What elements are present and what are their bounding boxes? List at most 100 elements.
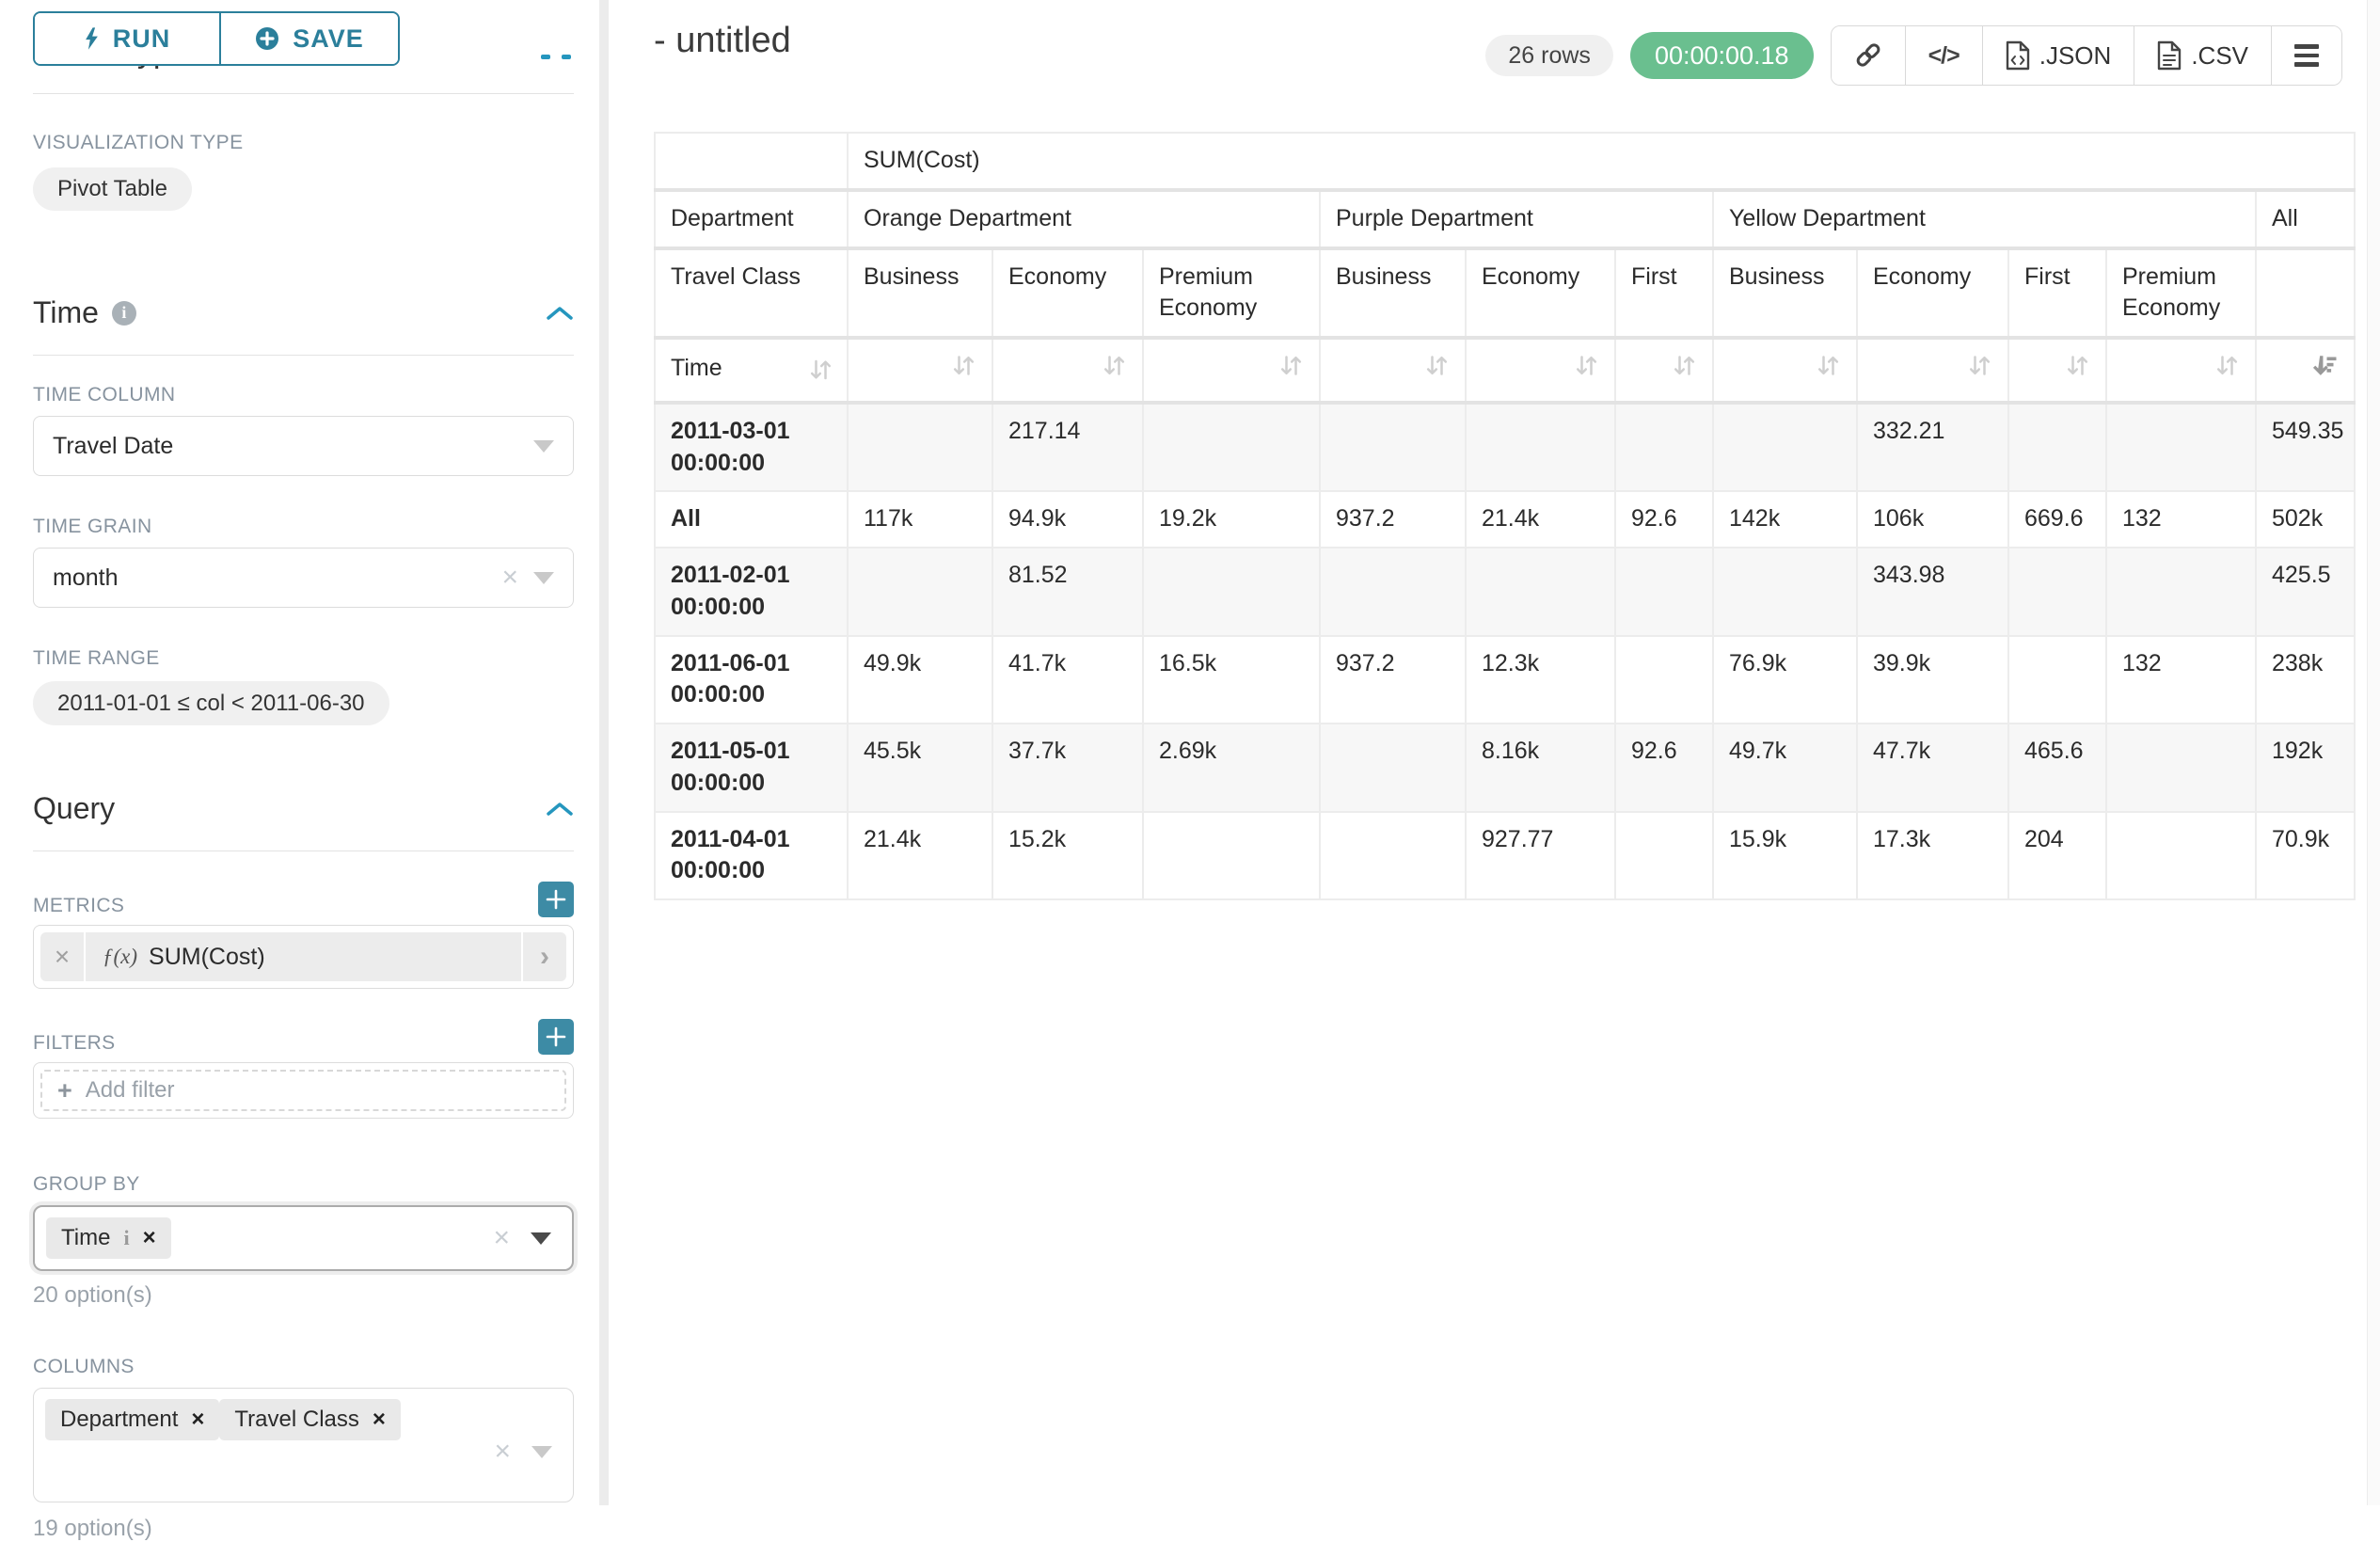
row-label: All	[655, 491, 848, 548]
caret-down-icon[interactable]	[531, 1232, 551, 1245]
row-label: 2011-05-01 00:00:00	[655, 723, 848, 812]
pivot-value-cell: 15.2k	[992, 812, 1143, 900]
sort-toggle-icon	[1574, 353, 1599, 378]
columns-select[interactable]: Department × Travel Class × ×	[33, 1388, 574, 1502]
caret-down-icon	[533, 572, 554, 584]
lightning-bolt-icon	[84, 26, 100, 51]
row-label-text: 2011-06-01 00:00:00	[671, 648, 821, 712]
viz-type-label: VISUALIZATION TYPE	[33, 132, 574, 154]
panel-resize-divider[interactable]	[599, 0, 609, 1505]
page-scrollbar[interactable]	[2367, 0, 2380, 1505]
tag-label: Department	[60, 1407, 178, 1433]
pivot-value-cell: 669.6	[2008, 491, 2106, 548]
pivot-value-cell: 16.5k	[1143, 636, 1320, 724]
sort-toggle-icon	[951, 353, 976, 378]
group-by-options-hint: 20 option(s)	[33, 1282, 574, 1309]
pivot-value-cell	[2008, 403, 2106, 492]
column-sort-header[interactable]	[1143, 338, 1320, 403]
info-icon: i	[123, 1226, 129, 1250]
pivot-value-cell: 12.3k	[1466, 636, 1615, 724]
export-json-button[interactable]: .JSON	[1983, 26, 2135, 85]
pivot-value-cell: 937.2	[1320, 636, 1466, 724]
tag-label: Time	[61, 1225, 110, 1251]
remove-tag-icon[interactable]: ×	[191, 1407, 204, 1433]
pivot-value-cell: 425.5	[2256, 548, 2355, 636]
pivot-value-cell	[2106, 548, 2256, 636]
save-button[interactable]: SAVE	[221, 13, 398, 64]
column-dimension-label: Department	[655, 190, 848, 248]
row-label-text: 2011-04-01 00:00:00	[671, 824, 821, 888]
tag-label: Travel Class	[234, 1407, 358, 1433]
pivot-value-cell: 49.9k	[848, 636, 992, 724]
travel-class-header: Business	[848, 248, 992, 339]
column-sort-header[interactable]	[1320, 338, 1466, 403]
clear-x-icon[interactable]: ×	[501, 564, 518, 592]
row-label-text: 2011-03-01 00:00:00	[671, 416, 821, 480]
row-label: 2011-03-01 00:00:00	[655, 403, 848, 492]
link-icon	[1854, 41, 1882, 70]
remove-tag-icon[interactable]: ×	[373, 1407, 386, 1433]
clear-x-icon[interactable]: ×	[494, 1438, 511, 1466]
time-row-header[interactable]: Time	[655, 338, 848, 403]
pivot-value-cell	[2106, 403, 2256, 492]
time-section-title: Time	[33, 295, 99, 330]
plus-icon: +	[57, 1076, 72, 1105]
export-csv-button[interactable]: .CSV	[2134, 26, 2272, 85]
clear-x-icon[interactable]: ×	[493, 1224, 510, 1252]
pivot-value-cell: 41.7k	[992, 636, 1143, 724]
selected-option-tag[interactable]: Travel Class ×	[219, 1399, 400, 1440]
chevron-right-icon[interactable]: ›	[521, 932, 566, 981]
pivot-value-cell	[1320, 723, 1466, 812]
chart-title[interactable]: - untitled	[654, 21, 791, 61]
pivot-value-cell: 106k	[1857, 491, 2008, 548]
pivot-value-cell	[1143, 548, 1320, 636]
caret-down-icon[interactable]	[532, 1446, 552, 1458]
column-sort-header[interactable]	[2008, 338, 2106, 403]
pivot-value-cell	[2106, 723, 2256, 812]
metric-pill[interactable]: × ƒ(x) SUM(Cost) ›	[40, 932, 566, 981]
department-group-header: All	[2256, 190, 2355, 248]
chevron-up-icon[interactable]	[546, 801, 574, 818]
add-filter-plus-button[interactable]	[538, 1019, 574, 1055]
code-icon: </>	[1928, 42, 1960, 70]
chevron-up-icon[interactable]	[546, 305, 574, 322]
csv-file-icon	[2157, 40, 2182, 71]
run-button-label: RUN	[113, 24, 171, 54]
column-sort-header[interactable]	[2106, 338, 2256, 403]
pivot-data-row: 2011-03-01 00:00:00217.14332.21549.35	[655, 403, 2355, 492]
remove-metric-icon[interactable]: ×	[40, 932, 86, 981]
row-label: 2011-04-01 00:00:00	[655, 812, 848, 900]
add-metric-button[interactable]	[538, 882, 574, 917]
row-label-text: 2011-05-01 00:00:00	[671, 736, 821, 800]
pivot-value-cell	[2008, 636, 2106, 724]
selected-option-tag[interactable]: Department ×	[45, 1399, 219, 1440]
view-query-button[interactable]: </>	[1906, 26, 1983, 85]
pivot-value-cell	[1466, 548, 1615, 636]
column-sort-header[interactable]	[1713, 338, 1857, 403]
add-filter-button[interactable]: + Add filter	[40, 1070, 566, 1111]
time-column-select[interactable]: Travel Date	[33, 416, 574, 476]
remove-tag-icon[interactable]: ×	[143, 1225, 156, 1251]
pivot-value-cell	[2106, 812, 2256, 900]
run-button[interactable]: RUN	[35, 13, 221, 64]
share-link-button[interactable]	[1832, 26, 1906, 85]
pivot-value-cell	[1615, 548, 1713, 636]
column-sort-header[interactable]	[848, 338, 992, 403]
pivot-value-cell: 47.7k	[1857, 723, 2008, 812]
pivot-value-cell	[848, 548, 992, 636]
pivot-value-cell: 549.35	[2256, 403, 2355, 492]
column-sort-header[interactable]	[1466, 338, 1615, 403]
pivot-value-cell: 204	[2008, 812, 2106, 900]
menu-button[interactable]	[2272, 26, 2341, 85]
column-sort-header[interactable]	[992, 338, 1143, 403]
selected-option-tag[interactable]: Timei ×	[46, 1217, 171, 1259]
column-sort-header[interactable]	[1857, 338, 2008, 403]
pivot-value-cell	[1320, 812, 1466, 900]
time-range-pill[interactable]: 2011-01-01 ≤ col < 2011-06-30	[33, 681, 389, 725]
group-by-select[interactable]: Timei × ×	[33, 1205, 574, 1271]
column-sort-header[interactable]	[1615, 338, 1713, 403]
column-sort-header[interactable]	[2256, 338, 2355, 403]
export-button-group: </> .JSON .CSV	[1831, 25, 2342, 86]
time-grain-select[interactable]: month ×	[33, 548, 574, 608]
viz-type-pill[interactable]: Pivot Table	[33, 167, 192, 211]
